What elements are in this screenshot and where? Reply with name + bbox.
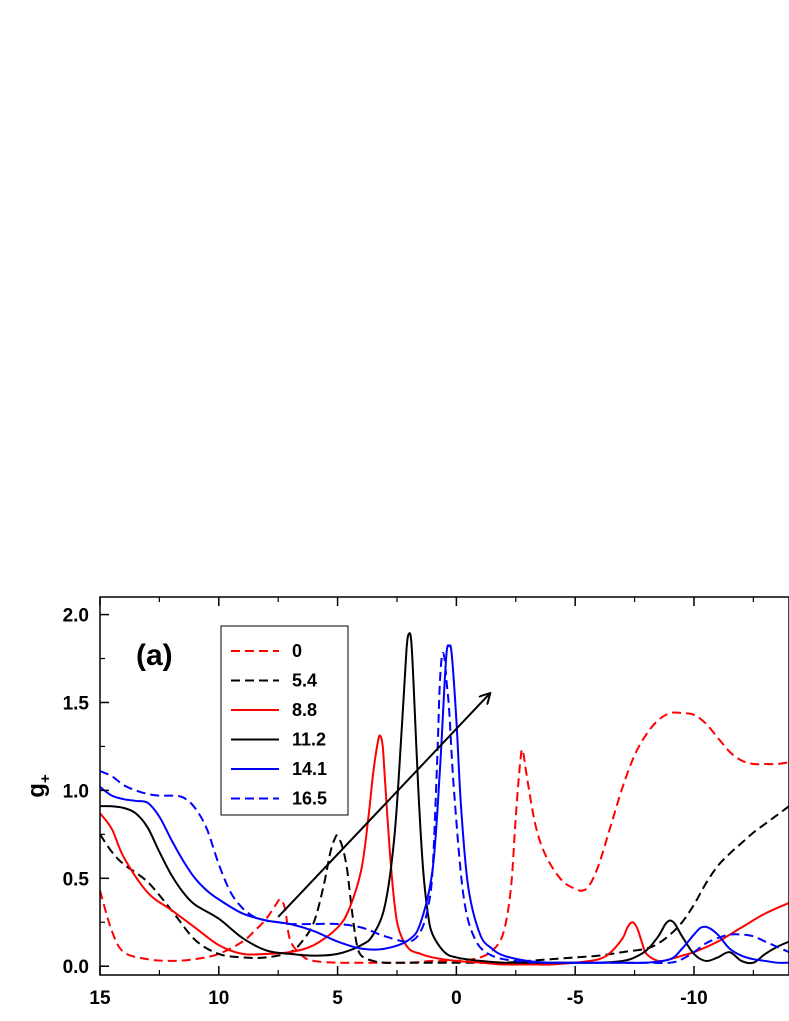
series-line-16-5	[100, 651, 789, 964]
legend-box	[220, 625, 349, 816]
x-tick-label: -5	[567, 988, 584, 1009]
axis-ticks: 15 10 5 0 -5 -10 0.0 0.5 1.0 1.5 2.0	[63, 597, 754, 1009]
legend-label-5-4: 5.4	[292, 671, 317, 691]
plot-frame	[99, 596, 789, 976]
series-line-0	[100, 711, 789, 964]
y-axis-label: g+	[23, 774, 54, 798]
x-tick-label: 5	[332, 988, 343, 1009]
series-line-14-1	[100, 644, 789, 964]
x-tick-label: -10	[680, 988, 707, 1009]
y-tick-label: 0.5	[63, 869, 90, 890]
series-line-5-4	[100, 805, 789, 964]
legend-label-11-2: 11.2	[292, 730, 326, 750]
legend-label-0: 0	[292, 641, 302, 661]
x-tick-label: 0	[451, 988, 462, 1009]
y-axis-label-subscript: +	[37, 774, 54, 783]
y-tick-label: 0.0	[63, 957, 89, 978]
series-line-11-2	[100, 632, 789, 965]
y-axis-label-main: g	[23, 783, 50, 798]
series-line-8-8	[100, 734, 789, 966]
x-tick-label: 15	[89, 988, 111, 1009]
x-tick-label: 10	[208, 988, 229, 1009]
y-tick-label: 1.0	[63, 781, 89, 802]
legend-label-14-1: 14.1	[292, 759, 327, 779]
data-series-group	[100, 632, 789, 966]
trend-arrow	[277, 694, 489, 918]
legend-label-16-5: 16.5	[292, 789, 327, 809]
legend-label-8-8: 8.8	[292, 700, 317, 720]
legend: 0 5.4 8.8 11.2 14.1 16.5	[220, 625, 349, 816]
y-tick-label: 2.0	[63, 606, 89, 627]
y-tick-label: 1.5	[63, 693, 90, 714]
panel-label: (a)	[136, 639, 173, 672]
